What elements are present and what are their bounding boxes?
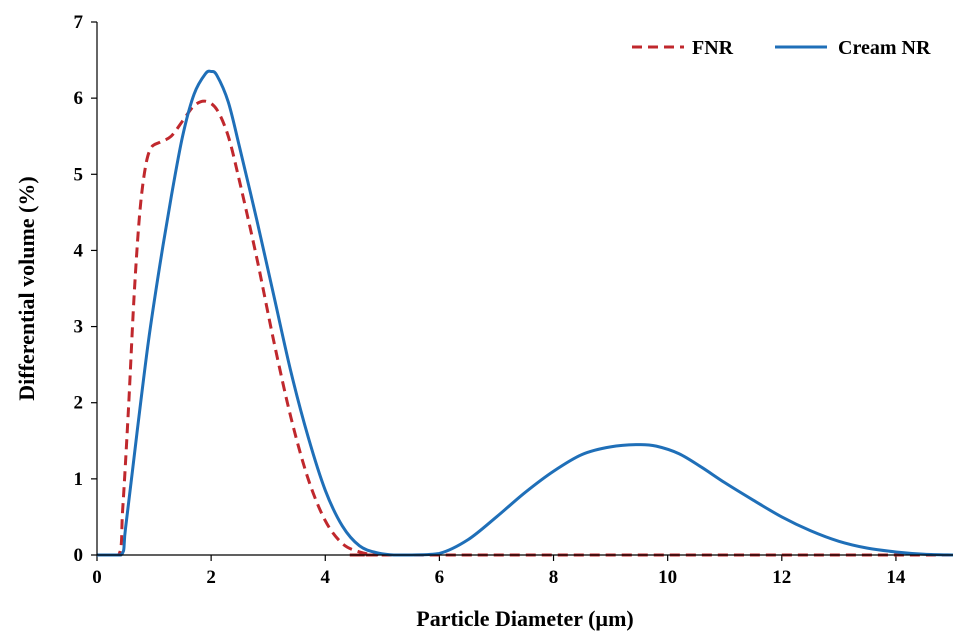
x-tick-label: 10 (658, 567, 677, 588)
x-axis-title: Particle Diameter (µm) (416, 606, 634, 631)
x-tick-label: 8 (549, 567, 559, 588)
x-axis-ticks: 0 2 4 6 8 10 12 14 (92, 555, 906, 588)
y-tick-label: 7 (74, 12, 84, 33)
legend-label-cream-nr: Cream NR (838, 37, 931, 59)
y-tick-label: 1 (74, 469, 84, 490)
legend: FNR Cream NR (632, 37, 931, 59)
x-tick-label: 0 (92, 567, 102, 588)
series-group (97, 69, 954, 557)
x-tick-label: 14 (886, 567, 906, 588)
series-line-cream-nr (97, 69, 954, 557)
series-line-fnr (97, 99, 953, 557)
y-axis-ticks: 0 1 2 3 4 5 6 7 (74, 12, 97, 566)
y-tick-label: 3 (74, 317, 84, 338)
y-tick-label: 6 (74, 88, 84, 109)
y-tick-label: 5 (74, 164, 84, 185)
y-axis-title: Differential volume (%) (14, 176, 39, 400)
y-tick-label: 2 (74, 393, 84, 414)
legend-label-fnr: FNR (692, 37, 734, 59)
y-tick-label: 4 (74, 240, 84, 261)
x-tick-label: 12 (772, 567, 791, 588)
x-tick-label: 2 (206, 567, 216, 588)
y-tick-label: 0 (74, 545, 84, 566)
x-tick-label: 6 (435, 567, 445, 588)
x-tick-label: 4 (321, 567, 331, 588)
